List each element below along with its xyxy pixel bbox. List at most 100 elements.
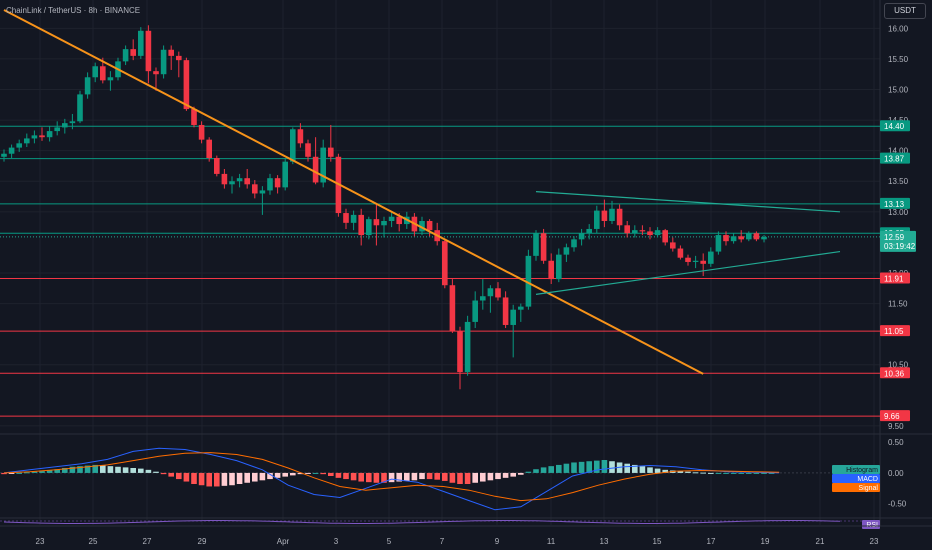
macd-histogram-bar	[160, 472, 167, 475]
candle-body	[571, 239, 577, 248]
macd-histogram-bar	[632, 464, 638, 473]
macd-histogram-bar	[107, 466, 114, 473]
candle-body	[320, 147, 326, 183]
candle-body	[176, 55, 182, 61]
macd-histogram-bar	[259, 472, 266, 481]
macd-histogram-bar	[708, 472, 714, 474]
macd-histogram-bar	[723, 472, 729, 474]
macd-histogram-bar	[24, 472, 30, 474]
macd-histogram-bar	[768, 472, 775, 474]
candle-body	[312, 156, 319, 183]
macd-legend-tag	[832, 474, 880, 483]
macd-histogram-bar	[183, 472, 190, 482]
candle-body	[723, 235, 729, 242]
macd-histogram-bar	[320, 472, 326, 475]
macd-histogram-bar	[1, 472, 7, 475]
macd-histogram-bar	[586, 461, 592, 473]
candle-body	[700, 260, 706, 264]
time-tick-label: 27	[143, 537, 152, 546]
macd-histogram-bar	[662, 469, 668, 473]
macd-histogram-bar	[647, 467, 653, 473]
candle-body	[647, 231, 653, 236]
macd-histogram-bar	[267, 472, 273, 480]
candle-body	[426, 221, 433, 231]
candle-body	[556, 254, 562, 280]
candle-body	[457, 331, 463, 373]
rsi-legend-tag	[862, 520, 880, 529]
candle-body	[381, 221, 387, 226]
candle-body	[16, 143, 22, 148]
candle-body	[586, 228, 592, 234]
candle-body	[670, 242, 676, 249]
price-tick-label: 10.50	[888, 361, 909, 370]
last-price-label: 12.59	[884, 233, 905, 242]
candle-body	[84, 77, 91, 95]
time-tick-label: 23	[36, 537, 45, 546]
candle-body	[274, 178, 281, 188]
macd-pane	[0, 447, 880, 511]
candle-body	[449, 285, 456, 332]
macd-legend-label: MACD	[857, 476, 878, 483]
candle-body	[396, 216, 402, 225]
candle-body	[594, 210, 600, 229]
macd-histogram-bar	[396, 472, 402, 482]
time-tick-label: 17	[707, 537, 716, 546]
candle-body	[563, 247, 570, 255]
macd-histogram-bar	[92, 464, 98, 473]
price-level-tag	[880, 120, 910, 132]
candle-body	[578, 233, 585, 240]
time-tick-label: 21	[816, 537, 825, 546]
macd-tick-label: -0.50	[888, 500, 907, 509]
price-level-tag	[880, 272, 910, 284]
macd-histogram-bar	[297, 472, 304, 475]
macd-histogram-bar	[654, 468, 661, 473]
macd-histogram-bar	[639, 466, 646, 473]
chart-title: ChainLink / TetherUS · 8h · BINANCE	[6, 6, 141, 15]
macd-histogram-bar	[39, 471, 45, 473]
macd-histogram-bar	[472, 472, 478, 483]
candle-body	[632, 230, 638, 234]
currency-button[interactable]: USDT	[884, 3, 926, 19]
candle-body	[92, 66, 98, 78]
price-tick-label: 11.50	[888, 300, 908, 309]
candle-body	[609, 208, 615, 221]
time-tick-label: 15	[653, 537, 662, 546]
time-tick-label: Apr	[277, 537, 290, 546]
rsi-line	[3, 520, 841, 524]
candle-body	[244, 178, 250, 185]
candle-body	[761, 236, 767, 240]
time-axis: 23 25 27 29 Apr 3 5 7 9 11 13 15 17 19 21 23	[0, 525, 932, 546]
candle-body	[746, 233, 752, 240]
candle-body	[464, 321, 471, 373]
macd-histogram-bar	[31, 471, 38, 473]
macd-histogram-bar	[442, 472, 448, 481]
macd-histogram-bar	[556, 464, 562, 473]
macd-histogram-bar	[84, 465, 91, 473]
macd-histogram-bar	[358, 472, 364, 482]
macd-histogram-bar	[312, 472, 319, 474]
macd-histogram-bar	[54, 469, 60, 473]
rsi-pane	[0, 520, 880, 524]
macd-histogram-bar	[464, 472, 471, 484]
countdown-label: 03:19:42	[884, 242, 916, 251]
candle-body	[236, 178, 243, 182]
macd-histogram-bar	[601, 460, 608, 473]
candle-body	[715, 235, 722, 252]
candle-body	[100, 66, 106, 81]
price-tick-label: 13.50	[888, 177, 909, 186]
trendline	[535, 191, 841, 213]
macd-histogram-bar	[191, 472, 197, 484]
macd-tick-label: 0.50	[888, 438, 904, 447]
candle-body	[191, 109, 197, 125]
macd-legend-label: Histogram	[846, 467, 878, 474]
macd-histogram-bar	[130, 468, 136, 473]
macd-histogram-bar	[236, 472, 243, 484]
candle-body	[259, 190, 266, 194]
candle-body	[753, 233, 760, 240]
candle-body	[662, 230, 668, 243]
last-price-tag	[880, 230, 916, 252]
time-tick-label: 25	[89, 537, 98, 546]
candle-body	[639, 230, 646, 232]
price-level-label: 13.87	[884, 155, 905, 164]
